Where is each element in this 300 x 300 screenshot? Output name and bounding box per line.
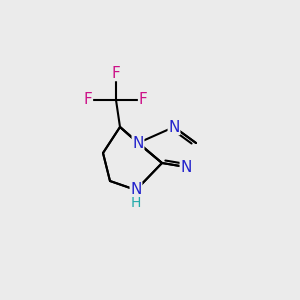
Text: N: N — [130, 182, 142, 197]
Text: N: N — [180, 160, 192, 175]
Text: F: F — [139, 92, 147, 107]
Text: H: H — [131, 196, 141, 210]
Text: F: F — [112, 65, 120, 80]
Text: F: F — [84, 92, 92, 107]
Text: N: N — [132, 136, 144, 151]
Text: N: N — [168, 119, 180, 134]
